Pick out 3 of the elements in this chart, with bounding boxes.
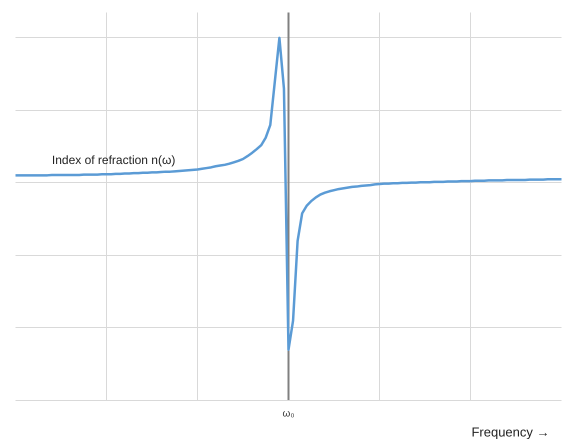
x-axis-title: Frequency →	[471, 424, 550, 439]
series-label: Index of refraction n(ω)	[52, 152, 176, 167]
text: ω₀	[282, 408, 294, 420]
